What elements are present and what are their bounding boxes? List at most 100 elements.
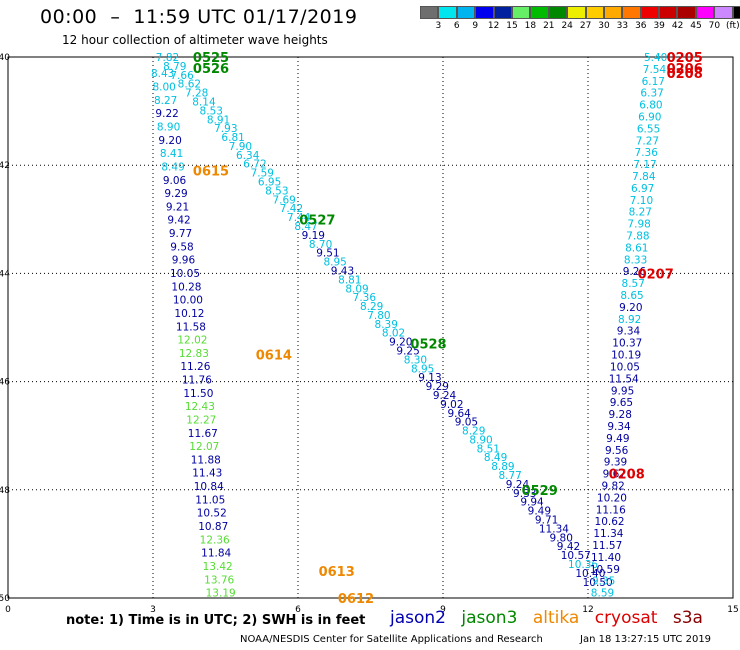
- wave-height-value: 8.39: [375, 319, 398, 331]
- wave-height-value: 7.17: [633, 159, 656, 171]
- wave-height-value: 9.33: [513, 488, 536, 500]
- wave-height-value: 6.80: [639, 100, 662, 112]
- wave-height-value: 9.22: [155, 108, 178, 120]
- wave-height-value: 8.41: [160, 148, 183, 160]
- wave-height-value: 11.84: [201, 548, 231, 560]
- y-tick-label: -40: [0, 53, 10, 63]
- pass-time-label: 0613: [319, 565, 355, 580]
- wave-height-value: 8.27: [154, 95, 177, 107]
- wave-height-value: 10.40: [575, 568, 605, 580]
- wave-height-value: 6.37: [640, 88, 663, 100]
- y-tick-label: -48: [0, 486, 10, 496]
- wave-height-value: 12.36: [200, 534, 230, 546]
- x-tick-label: 0: [5, 605, 11, 615]
- wave-height-value: 9.34: [617, 326, 641, 338]
- satellite-legend: jason2 jason3 altika cryosat s3a: [390, 608, 713, 628]
- pass-time-label: 0614: [256, 349, 292, 364]
- wave-height-value: 8.79: [163, 61, 186, 73]
- colorbar-cell: [456, 6, 476, 19]
- pass-time-label: 0205: [667, 51, 703, 66]
- wave-height-value: 8.89: [491, 461, 514, 473]
- wave-height-value: 9.65: [610, 397, 633, 409]
- wave-height-value: 9.20: [389, 337, 412, 349]
- wave-height-value: 11.58: [176, 321, 206, 333]
- wave-height-value: 10.05: [610, 361, 640, 373]
- wave-height-value: 9.43: [331, 265, 354, 277]
- wave-height-value: 11.43: [192, 468, 222, 480]
- wave-height-value: 12.43: [185, 401, 215, 413]
- pass-time-label: 0612: [338, 592, 374, 607]
- wave-height-value: 9.49: [528, 506, 551, 518]
- wave-height-value: 8.51: [477, 443, 500, 455]
- wave-height-value: 8.49: [161, 161, 184, 173]
- colorbar-label: 24: [561, 21, 573, 31]
- wave-height-value: 9.94: [520, 497, 544, 509]
- wave-height-value: 9.49: [606, 433, 629, 445]
- wave-height-value: 9.42: [167, 215, 190, 227]
- wave-height-value: 8.95: [323, 257, 346, 269]
- wave-height-value: 8.47: [294, 221, 317, 233]
- wave-height-value: 8.33: [624, 254, 647, 266]
- wave-height-value: 9.42: [557, 541, 580, 553]
- wave-height-value: 7.90: [229, 141, 252, 153]
- wave-height-value: 9.95: [611, 385, 634, 397]
- wave-height-value: 8.29: [360, 301, 383, 313]
- wave-height-value: 13.76: [204, 574, 234, 586]
- pass-time-label: 0527: [299, 213, 335, 228]
- wave-height-value: 12.27: [186, 414, 216, 426]
- wave-height-value: 8.59: [591, 588, 614, 600]
- wave-height-value: 8.14: [192, 96, 216, 108]
- colorbar-cell: [475, 6, 494, 19]
- wave-height-value: 6.17: [642, 76, 665, 88]
- wave-height-value: 10.84: [194, 481, 224, 493]
- wave-height-value: 9.20: [619, 302, 642, 314]
- wave-height-value: 11.34: [539, 523, 569, 535]
- wave-height-value: 6.95: [258, 177, 281, 189]
- wave-height-value: 9.35: [592, 576, 615, 588]
- colorbar-cell: [714, 6, 733, 19]
- colorbar-cell: [548, 6, 568, 19]
- colorbar-cell: [438, 6, 457, 19]
- map-title: 00:00 – 11:59 UTC 01/17/2019: [40, 6, 358, 28]
- colorbar-cell: [530, 6, 549, 19]
- wave-height-value: 8.00: [152, 82, 175, 94]
- colorbar-cell: [659, 6, 678, 19]
- wave-height-value: 11.26: [180, 361, 210, 373]
- pass-time-label: 0525: [193, 51, 229, 66]
- colorbar-label: 33: [616, 21, 629, 31]
- wave-height-value: 9.19: [302, 230, 325, 242]
- wave-height-value: 9.25: [396, 346, 419, 358]
- wave-height-value: 9.29: [426, 381, 449, 393]
- wave-height-value: 8.62: [178, 79, 201, 91]
- wave-height-value: 9.05: [455, 417, 478, 429]
- wave-height-value: 10.19: [611, 350, 641, 362]
- wave-height-value: 7.69: [272, 194, 295, 206]
- wave-height-value: 8.95: [411, 363, 434, 375]
- colorbar-label: 70: [708, 21, 721, 31]
- colorbar-label: 30: [598, 21, 610, 31]
- wave-height-value: 8.49: [484, 452, 507, 464]
- colorbar-cell: [567, 6, 586, 19]
- wave-height-value: 6.55: [637, 123, 660, 135]
- wave-height-value: 8.29: [462, 426, 485, 438]
- colorbar-cell: [603, 6, 623, 19]
- colorbar-cell: [640, 6, 660, 19]
- wave-height-value: 13.19: [206, 588, 236, 600]
- colorbar-label: 6: [453, 21, 460, 31]
- wave-height-value: 9.06: [163, 175, 187, 187]
- pass-time-label: 0206: [667, 62, 703, 77]
- wave-height-value: 9.24: [433, 390, 457, 402]
- wave-height-value: 6.90: [638, 112, 661, 124]
- colorbar-label: 15: [506, 21, 518, 31]
- x-tick-label: 3: [150, 605, 156, 615]
- wave-height-value: 11.50: [183, 388, 213, 400]
- colorbar-label: 21: [543, 21, 555, 31]
- wave-height-value: 7.80: [367, 310, 390, 322]
- wave-height-value: 10.36: [568, 559, 598, 571]
- wave-height-value: 9.51: [316, 248, 339, 260]
- legend-jason2: jason2: [390, 608, 446, 628]
- wave-height-value: 10.20: [597, 492, 627, 504]
- legend-s3a: s3a: [672, 608, 703, 628]
- pass-time-label: 0207: [638, 267, 674, 282]
- wave-height-value: 8.53: [265, 185, 288, 197]
